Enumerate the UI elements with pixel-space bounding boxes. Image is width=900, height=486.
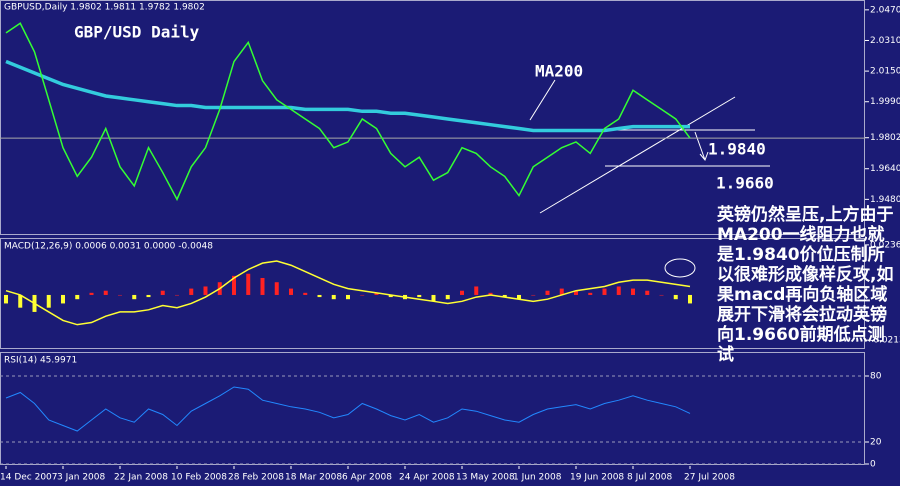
histogram-bar xyxy=(574,290,578,295)
histogram-bar xyxy=(61,294,65,304)
histogram-bar xyxy=(588,292,593,295)
annotation: 1.9660 xyxy=(716,174,774,193)
histogram-bar xyxy=(374,292,379,295)
x-tick-label: 22 Jan 2008 xyxy=(114,473,168,483)
histogram-bar xyxy=(46,294,51,308)
ma200-pointer xyxy=(529,79,556,121)
x-tick-label: 13 May 2008 xyxy=(456,473,515,483)
y-tick-label: 0 xyxy=(870,460,876,470)
x-tick-label: 19 Jun 2008 xyxy=(570,473,624,483)
y-tick-label: -0.0213 xyxy=(870,336,900,346)
x-tick-label: 3 Jan 2008 xyxy=(57,473,105,483)
macd-panel xyxy=(0,238,865,349)
series-line xyxy=(5,59,690,133)
histogram-bar xyxy=(331,294,336,300)
histogram-bar xyxy=(502,294,507,298)
histogram-bar xyxy=(346,294,350,300)
histogram-bar xyxy=(303,292,308,295)
histogram-bar xyxy=(75,294,80,300)
x-tick-label: 6 Apr 2008 xyxy=(342,473,392,483)
histogram-bar xyxy=(602,288,607,295)
histogram-bar xyxy=(545,290,550,295)
annotation: 1.9840 xyxy=(708,140,766,159)
histogram-bar xyxy=(18,294,23,308)
x-tick-label: 8 Jul 2008 xyxy=(627,473,672,483)
rsi-header: RSI(14) 45.9971 xyxy=(4,356,77,366)
x-tick-label: 27 Jul 2008 xyxy=(684,473,735,483)
histogram-bar xyxy=(517,294,521,300)
down-arrow xyxy=(694,131,709,161)
histogram-bar xyxy=(460,290,464,295)
histogram-bar xyxy=(4,294,8,304)
chart-title: GBP/USD Daily xyxy=(74,23,200,42)
y-tick-label: 2.0310 xyxy=(870,36,900,46)
series-line xyxy=(5,22,691,202)
histogram-bar xyxy=(673,294,678,300)
histogram-bar xyxy=(246,273,251,295)
histogram-bar xyxy=(189,288,194,295)
histogram-bar xyxy=(688,294,692,304)
histogram-bar xyxy=(118,294,122,296)
histogram-bar xyxy=(274,282,279,295)
x-tick-label: 1 Jun 2008 xyxy=(513,473,562,483)
macd-header: MACD(12,26,9) 0.0006 0.0031 0.0000 -0.00… xyxy=(4,242,213,252)
series-line xyxy=(5,260,691,326)
y-tick-label: 0.0236 xyxy=(870,240,900,250)
histogram-bar xyxy=(146,294,151,298)
y-tick-label: 80 xyxy=(870,372,882,382)
histogram-bar xyxy=(531,294,536,296)
x-tick-label: 18 Mar 2008 xyxy=(285,473,342,483)
y-tick-label: 1.9640 xyxy=(870,164,900,174)
y-tick-label: 1.9990 xyxy=(870,97,900,107)
histogram-bar xyxy=(260,277,265,295)
histogram-bar xyxy=(559,288,564,295)
x-tick-label: 10 Feb 2008 xyxy=(171,473,227,483)
histogram-bar xyxy=(175,294,179,296)
histogram-bar xyxy=(132,294,137,300)
price-panel xyxy=(0,0,865,235)
histogram-bar xyxy=(488,292,493,295)
histogram-bar xyxy=(659,294,664,296)
histogram-bar xyxy=(160,290,165,295)
histogram-bar xyxy=(317,294,322,298)
price-header: GBPUSD,Daily 1.9802 1.9811 1.9782 1.9802 xyxy=(4,3,205,13)
histogram-bar xyxy=(232,275,236,295)
histogram-bar xyxy=(388,294,393,298)
histogram-bar xyxy=(631,288,635,295)
histogram-bar xyxy=(474,286,479,295)
y-tick-label: 2.0470 xyxy=(870,5,900,15)
histogram-bar xyxy=(103,290,108,295)
histogram-bar xyxy=(360,294,365,296)
commentary: 英镑仍然呈压,上方由于MA200一线阻力也就是1.9840价位压制所以很难形成像… xyxy=(717,205,894,365)
histogram-bar xyxy=(289,288,293,295)
x-tick-label: 24 Apr 2008 xyxy=(399,473,455,483)
trend-line xyxy=(539,96,736,214)
series-line xyxy=(5,386,691,432)
annotation: MA200 xyxy=(535,62,583,81)
histogram-bar xyxy=(445,294,450,300)
macd-circle xyxy=(664,258,696,278)
y-tick-label: 2.0150 xyxy=(870,67,900,77)
histogram-bar xyxy=(616,286,621,295)
histogram-bar xyxy=(645,290,650,295)
x-tick-label: 28 Feb 2008 xyxy=(228,473,284,483)
histogram-bar xyxy=(431,294,436,302)
histogram-bar xyxy=(89,292,94,295)
y-tick-label: 20 xyxy=(870,438,882,448)
histogram-bar xyxy=(417,294,422,298)
rsi-panel xyxy=(0,352,865,465)
y-tick-label: 1.9802 xyxy=(870,133,900,143)
histogram-bar xyxy=(203,286,208,295)
x-tick-label: 14 Dec 2007 xyxy=(0,473,58,483)
y-tick-label: 1.9480 xyxy=(870,195,900,205)
